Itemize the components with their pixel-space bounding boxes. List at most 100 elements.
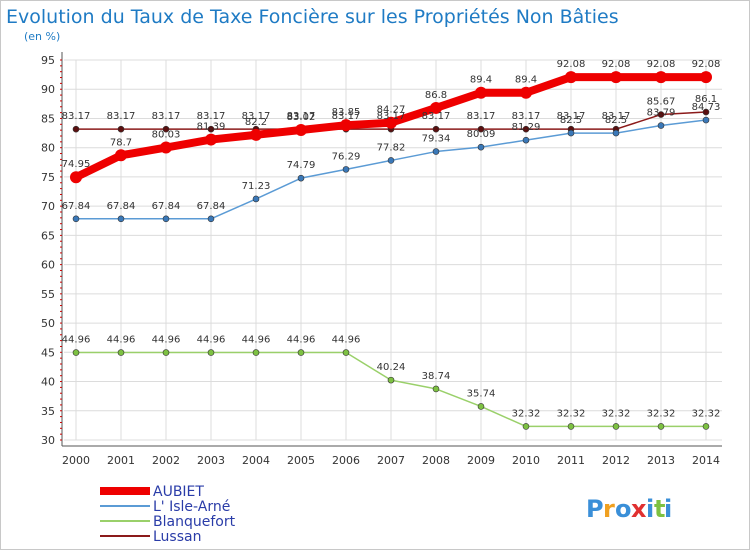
x-tick-label: 2004 [242,454,270,467]
data-label: 78.7 [110,137,132,148]
data-label: 83.17 [62,111,91,122]
data-point [432,385,440,393]
data-point [205,133,217,146]
y-tick-label: 75 [41,171,55,184]
data-label: 32.32 [692,408,721,419]
data-point [477,125,485,133]
data-point [162,215,170,223]
data-point [70,171,82,184]
x-tick-label: 2001 [107,454,135,467]
data-label: 85.67 [647,97,676,108]
y-tick-label: 30 [41,434,55,447]
data-point [612,423,620,430]
data-label: 83.17 [602,111,631,122]
data-label: 82.5 [560,115,582,126]
data-point [117,125,125,133]
data-label: 86.8 [425,90,447,101]
y-tick-label: 40 [41,376,55,389]
data-label: 71.23 [242,181,271,192]
data-label: 92.08 [557,59,586,70]
data-point [522,125,530,133]
y-tick-label: 45 [41,346,55,359]
data-label: 89.4 [470,75,492,86]
x-tick-label: 2010 [512,454,540,467]
data-point [430,101,442,114]
data-label: 82.5 [605,115,627,126]
data-label: 92.08 [602,59,631,70]
data-label: 77.82 [377,142,406,153]
data-point [387,157,395,164]
y-tick-label: 80 [41,142,55,155]
data-point [342,166,350,173]
legend-label: Lussan [153,529,201,545]
data-point [72,125,80,133]
data-point [477,143,485,151]
data-label: 83.17 [242,111,271,122]
data-point [702,116,710,124]
data-label: 44.96 [152,335,181,346]
data-point [610,71,622,84]
logo-letter: P [586,495,604,523]
data-point [252,195,260,203]
y-tick-label: 55 [41,288,55,301]
data-point [207,349,215,356]
y-tick-label: 70 [41,200,55,213]
data-label: 80.03 [152,130,181,141]
data-point [657,111,665,118]
data-point [432,125,440,133]
data-label: 44.96 [242,335,271,346]
data-point [387,376,395,384]
data-label: 67.84 [62,201,91,212]
data-label: 44.96 [197,335,226,346]
data-label: 67.84 [152,201,181,212]
data-label: 74.79 [287,160,316,171]
data-label: 84.27 [377,105,406,116]
data-label: 38.74 [422,371,451,382]
data-point [250,128,262,141]
data-label: 83.17 [197,111,226,122]
data-point [612,129,620,137]
data-label: 44.96 [287,335,316,346]
data-label: 81.29 [512,122,541,133]
data-point [657,423,665,430]
data-point [522,136,530,144]
data-point [475,86,487,99]
data-label: 83.02 [287,112,316,123]
data-point [432,148,440,155]
data-point [340,119,352,132]
logo-letter: t [654,495,665,523]
data-label: 83.17 [332,111,361,122]
data-point [702,108,710,116]
data-label: 86.1 [695,94,717,105]
data-label: 83.17 [377,111,406,122]
data-label: 83.17 [152,111,181,122]
data-point [162,125,170,133]
y-tick-label: 90 [41,83,55,96]
data-point [700,71,712,84]
data-label: 32.32 [647,408,676,419]
y-tick-label: 60 [41,259,55,272]
logo-letter: x [631,495,647,523]
axes: 30 35 40 45 50 55 60 65 70 75 80 85 90 95 2000 2001 2002… [41,52,722,467]
data-label: 83.79 [647,108,676,119]
legend-label: L' Isle-Arné [153,499,230,515]
data-label: 76.29 [332,151,361,162]
x-tick-label: 2011 [557,454,585,467]
data-label: 44.96 [332,335,361,346]
x-tick-label: 2012 [602,454,630,467]
series-layer [70,71,712,430]
logo-letter: i [664,495,672,523]
x-tick-label: 2013 [647,454,675,467]
data-label: 67.84 [107,201,136,212]
chart-title: Evolution du Taux de Taxe Foncière sur l… [6,6,619,28]
data-label: 44.96 [107,335,136,346]
data-point [72,215,80,223]
data-label: 83.17 [467,111,496,122]
data-label: 92.08 [647,59,676,70]
data-label: 83.85 [332,107,361,118]
data-point [657,122,665,129]
data-label: 84.73 [692,102,721,113]
